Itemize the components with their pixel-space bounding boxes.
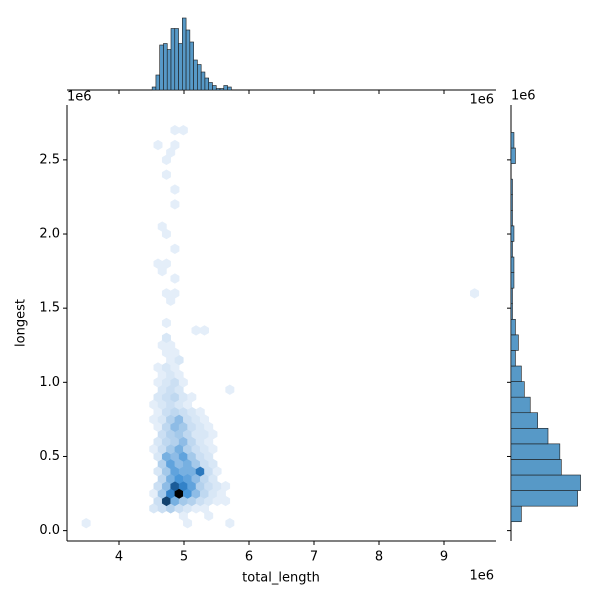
hexbin-cell	[191, 325, 201, 336]
x-tick-label: 9	[440, 550, 448, 565]
histogram-bar	[510, 287, 513, 305]
hexbin-cell	[153, 362, 163, 373]
histogram-bar	[510, 427, 549, 445]
x-tick-label: 8	[375, 550, 383, 565]
histogram-bar	[163, 43, 168, 91]
hexbin-cell	[170, 199, 180, 210]
y-tick-label: 0.0	[39, 523, 60, 538]
histogram-bar	[510, 396, 531, 414]
x-tick-label: 5	[180, 550, 188, 565]
hexbin-cell	[221, 480, 231, 492]
hexbin-cell	[225, 518, 235, 529]
top-offset-label: 1e6	[469, 93, 494, 108]
y-offset-label: 1e6	[67, 90, 92, 105]
histogram-bar	[227, 86, 232, 91]
hexbin-cell	[81, 518, 91, 529]
hexbin-cell	[170, 184, 180, 195]
histogram-bar	[510, 241, 513, 258]
histogram-bar	[510, 412, 538, 429]
hexbin-cell	[153, 258, 163, 269]
y-tick-label: 0.5	[39, 449, 60, 464]
histogram-bar	[510, 318, 516, 336]
y-tick-label: 1.0	[39, 375, 60, 390]
hexbin-cell	[195, 406, 205, 418]
histogram-bar	[197, 64, 202, 91]
x-tick-label: 4	[115, 550, 123, 565]
histogram-bar	[212, 85, 217, 91]
hexbin-cell	[470, 288, 480, 299]
hexbin-cell	[187, 391, 197, 403]
histogram-bar	[510, 350, 516, 367]
histogram-bar	[170, 28, 176, 91]
histogram-bar	[155, 74, 160, 91]
x-tick-label: 6	[245, 550, 253, 565]
hexbin-cell	[161, 317, 171, 329]
histogram-bar	[193, 59, 198, 91]
histogram-bar	[510, 132, 515, 149]
histogram-bar	[189, 41, 194, 91]
histogram-bar	[200, 71, 206, 91]
histogram-bar	[510, 194, 513, 211]
hexbin-cell	[161, 332, 171, 344]
y-tick-label: 1.5	[39, 301, 60, 316]
histogram-bar	[166, 49, 172, 91]
y-axis-label: longest	[14, 299, 29, 347]
histogram-bar	[510, 178, 513, 196]
hexbin-cell	[170, 288, 180, 299]
x-tick-label: 7	[310, 550, 318, 565]
histogram-bar	[510, 365, 522, 382]
histogram-bar	[204, 77, 209, 91]
hexbin-cell	[161, 288, 171, 299]
hexbin-cell	[170, 273, 180, 284]
histogram-bar	[208, 82, 213, 91]
y-tick-label: 2.5	[39, 152, 60, 167]
histogram-bar	[178, 43, 183, 91]
hexbin-cell	[170, 139, 180, 151]
histogram-bar	[510, 147, 516, 164]
histogram-bar	[510, 474, 581, 491]
histogram-bar	[159, 44, 164, 91]
hexbin-cell	[161, 258, 171, 269]
hexbin-cell	[178, 125, 188, 136]
histogram-bar	[215, 88, 221, 91]
histogram-bar	[510, 209, 513, 227]
histogram-bar	[510, 381, 525, 398]
histogram-bar	[510, 334, 519, 351]
histogram-bar	[151, 86, 157, 91]
histogram-bar	[510, 303, 513, 320]
histogram-bar	[510, 256, 515, 273]
histogram-bar	[219, 88, 225, 91]
histogram-bar	[510, 443, 561, 460]
histogram-bar	[223, 85, 228, 91]
hexbin-cell	[170, 125, 180, 136]
hexbin-cell	[170, 243, 180, 255]
histogram-bar	[510, 225, 515, 242]
hexbin-cell	[225, 384, 235, 395]
hexbin-cell	[161, 169, 171, 180]
histogram-bar	[510, 459, 562, 476]
histogram-bar	[174, 28, 179, 91]
right-offset-label: 1e6	[511, 89, 536, 104]
histogram-bar	[510, 272, 515, 289]
histogram-bar	[510, 505, 522, 523]
y-tick-label: 2.0	[39, 227, 60, 242]
histogram-bar	[510, 490, 578, 507]
histogram-bar	[185, 29, 191, 91]
histogram-bar	[182, 17, 187, 91]
x-axis-label: total_length	[242, 571, 320, 586]
hexbin-cell	[199, 325, 209, 336]
x-offset-label: 1e6	[469, 569, 494, 584]
hexbin-cell	[157, 221, 167, 232]
hexbin-cell	[153, 139, 163, 151]
